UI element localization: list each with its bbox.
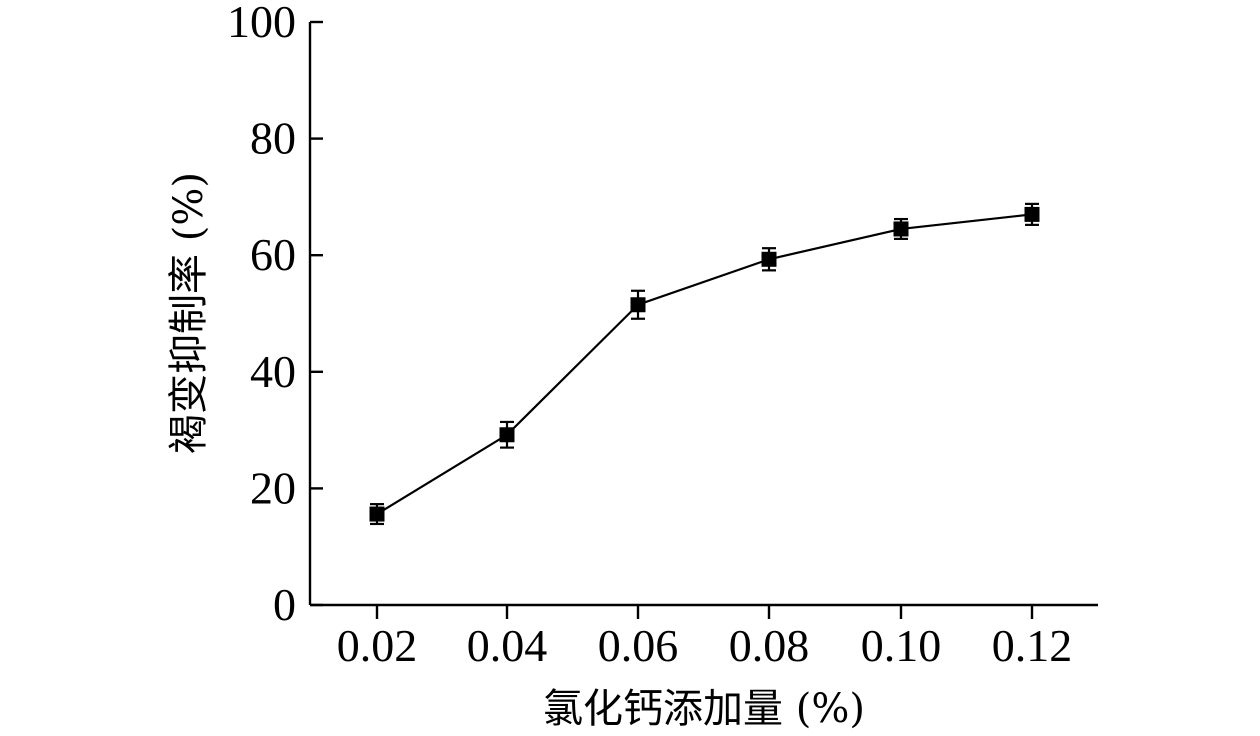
y-tick-label: 60 [250,229,296,280]
series-line [376,213,1033,515]
x-axis-title: 氯化钙添加量 (%) [543,686,865,732]
x-tick-label: 0.06 [598,620,679,671]
x-tick-label: 0.12 [992,620,1073,671]
y-tick-label: 100 [227,0,296,47]
y-tick-label: 0 [273,579,296,630]
data-point-marker [761,251,777,267]
axes [308,22,1098,607]
y-tick-label: 40 [250,346,296,397]
data-series [369,202,1040,526]
y-axis-ticks: 0 20 40 60 80 100 [227,0,323,630]
data-point-marker [630,297,646,313]
x-tick-label: 0.08 [729,620,810,671]
y-tick-label: 20 [250,462,296,513]
y-axis-title: 褐变抑制率 (%) [166,172,212,454]
y-tick-label: 80 [250,113,296,164]
data-point-marker [499,427,515,443]
x-tick-label: 0.04 [467,620,548,671]
x-axis-ticks: 0.02 0.04 0.06 0.08 0.10 0.12 [337,605,1073,671]
data-point-marker [1024,206,1040,222]
x-tick-label: 0.02 [337,620,418,671]
x-tick-label: 0.10 [861,620,942,671]
data-point-marker [369,506,385,522]
data-point-marker [893,221,909,237]
